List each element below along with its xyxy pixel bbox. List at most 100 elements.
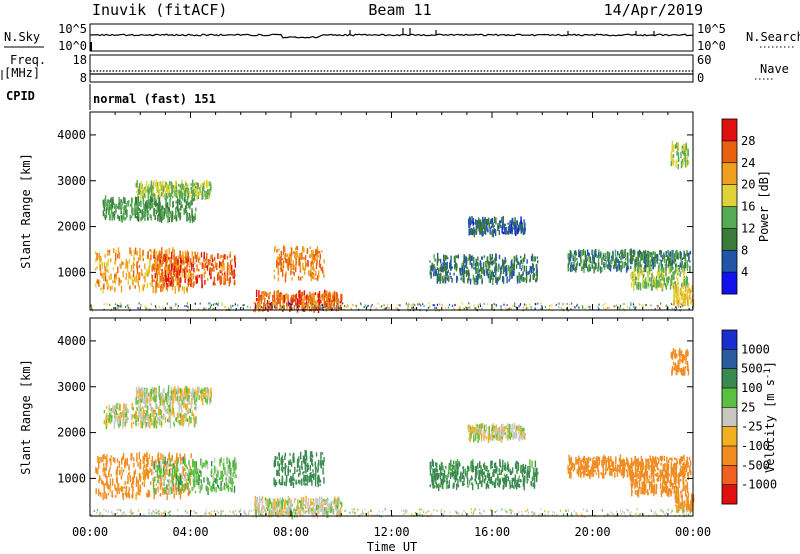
power-scatter-mark <box>637 272 640 281</box>
power-scatter-mark <box>684 150 686 156</box>
vel-scatter-mark <box>179 488 181 494</box>
power-scatter-mark <box>647 279 649 283</box>
vel-scatter-mark <box>198 481 200 485</box>
vel-scatter-mark <box>184 474 186 478</box>
power-scatter-mark <box>582 248 585 256</box>
power-scatter-mark <box>469 278 472 285</box>
power-near-range-mark <box>186 302 188 305</box>
power-scatter-mark <box>146 208 148 213</box>
vel-scatter-mark <box>117 407 119 411</box>
vel-scatter-mark <box>104 467 106 473</box>
power-scatter-mark <box>169 192 172 201</box>
power-scatter-mark <box>657 265 660 273</box>
power-scatter-mark <box>138 272 140 280</box>
power-scatter-mark <box>173 265 176 273</box>
power-scatter-mark <box>185 198 187 203</box>
power-near-range-mark <box>560 307 562 310</box>
power-scatter-mark <box>445 255 447 261</box>
power-scatter-mark <box>96 253 98 261</box>
power-scatter-mark <box>430 273 432 279</box>
power-scatter-mark <box>158 279 160 284</box>
vel-scatter-mark <box>173 483 175 490</box>
power-scatter-mark <box>506 267 508 276</box>
power-scatter-mark <box>525 274 528 282</box>
vel-scatter-mark <box>124 421 126 425</box>
power-scatter-mark <box>124 206 127 214</box>
power-scatter-mark <box>436 278 438 284</box>
vel-scatter-mark <box>176 458 178 467</box>
power-scatter-mark <box>214 256 216 261</box>
power-scatter-mark <box>257 306 260 313</box>
power-scatter-mark <box>161 275 163 283</box>
power-scatter-mark <box>264 297 266 302</box>
power-scatter-mark <box>323 297 325 304</box>
vel-scatter-mark <box>158 385 160 394</box>
power-scatter-mark <box>203 251 205 259</box>
power-scatter-mark <box>319 295 322 300</box>
power-scatter-mark <box>224 274 226 277</box>
vel-scatter-mark <box>159 419 161 424</box>
vel-scatter-mark <box>121 457 123 461</box>
power-scatter-mark <box>285 253 287 257</box>
power-scatter-mark <box>171 251 173 259</box>
vel-scatter-mark <box>163 405 165 410</box>
power-scatter-mark <box>516 220 518 226</box>
vel-scatter-mark <box>151 414 153 418</box>
power-scatter-mark <box>220 279 223 285</box>
vel-scatter-mark <box>335 498 337 505</box>
vel-scatter-mark <box>287 501 289 509</box>
power-scatter-mark <box>107 199 109 203</box>
power-near-range-mark <box>282 303 284 305</box>
vel-scatter-mark <box>132 476 134 485</box>
power-scatter-mark <box>462 268 464 275</box>
power-scatter-mark <box>518 274 520 283</box>
vel-scatter-mark <box>191 460 194 468</box>
vel-scatter-mark <box>155 402 157 410</box>
power-scatter-mark <box>466 270 469 275</box>
power-scatter-mark <box>633 249 635 255</box>
power-scatter-mark <box>155 203 158 207</box>
power-scatter-mark <box>162 192 164 198</box>
vel-scatter-mark <box>160 461 162 468</box>
power-scatter-mark <box>282 269 284 277</box>
power-scatter-mark <box>528 270 530 275</box>
power-scatter-mark <box>202 263 204 269</box>
power-scatter-mark <box>642 268 644 271</box>
power-scatter-mark <box>155 251 157 259</box>
vel-scatter-mark <box>138 452 141 460</box>
power-near-range-mark <box>477 305 479 308</box>
power-near-range-mark <box>258 305 260 308</box>
power-scatter-mark <box>159 181 161 187</box>
power-scatter-mark <box>181 273 183 278</box>
power-scatter-mark <box>171 186 173 194</box>
power-scatter-mark <box>278 253 280 259</box>
power-scatter-mark <box>178 261 180 268</box>
power-scatter-mark <box>491 253 493 260</box>
vel-scatter-mark <box>217 485 220 489</box>
power-scatter-mark <box>192 193 194 198</box>
power-scatter-mark <box>203 265 205 271</box>
vel-scatter-mark <box>337 497 339 506</box>
power-near-range-mark <box>114 303 117 306</box>
power-scatter-mark <box>194 213 196 220</box>
power-scatter-mark <box>167 184 169 190</box>
power-scatter-mark <box>317 293 319 298</box>
power-scatter-mark <box>189 270 192 277</box>
power-colorbar-swatch <box>722 162 737 185</box>
vel-scatter-mark <box>229 487 231 490</box>
power-scatter-mark <box>159 194 161 198</box>
power-scatter-mark <box>272 294 274 302</box>
power-scatter-mark <box>105 282 108 286</box>
power-scatter-mark <box>682 291 684 295</box>
vel-scatter-mark <box>154 390 156 395</box>
vel-scatter-mark <box>321 502 323 505</box>
power-scatter-mark <box>476 223 479 229</box>
power-scatter-mark <box>644 256 646 265</box>
power-scatter-mark <box>166 185 168 190</box>
vel-scatter-mark <box>233 465 235 474</box>
vel-scatter-mark <box>159 409 161 416</box>
vel-scatter-mark <box>199 490 201 494</box>
power-scatter-mark <box>171 184 173 188</box>
vel-scatter-mark <box>312 506 314 512</box>
vel-scatter-mark <box>176 412 179 420</box>
